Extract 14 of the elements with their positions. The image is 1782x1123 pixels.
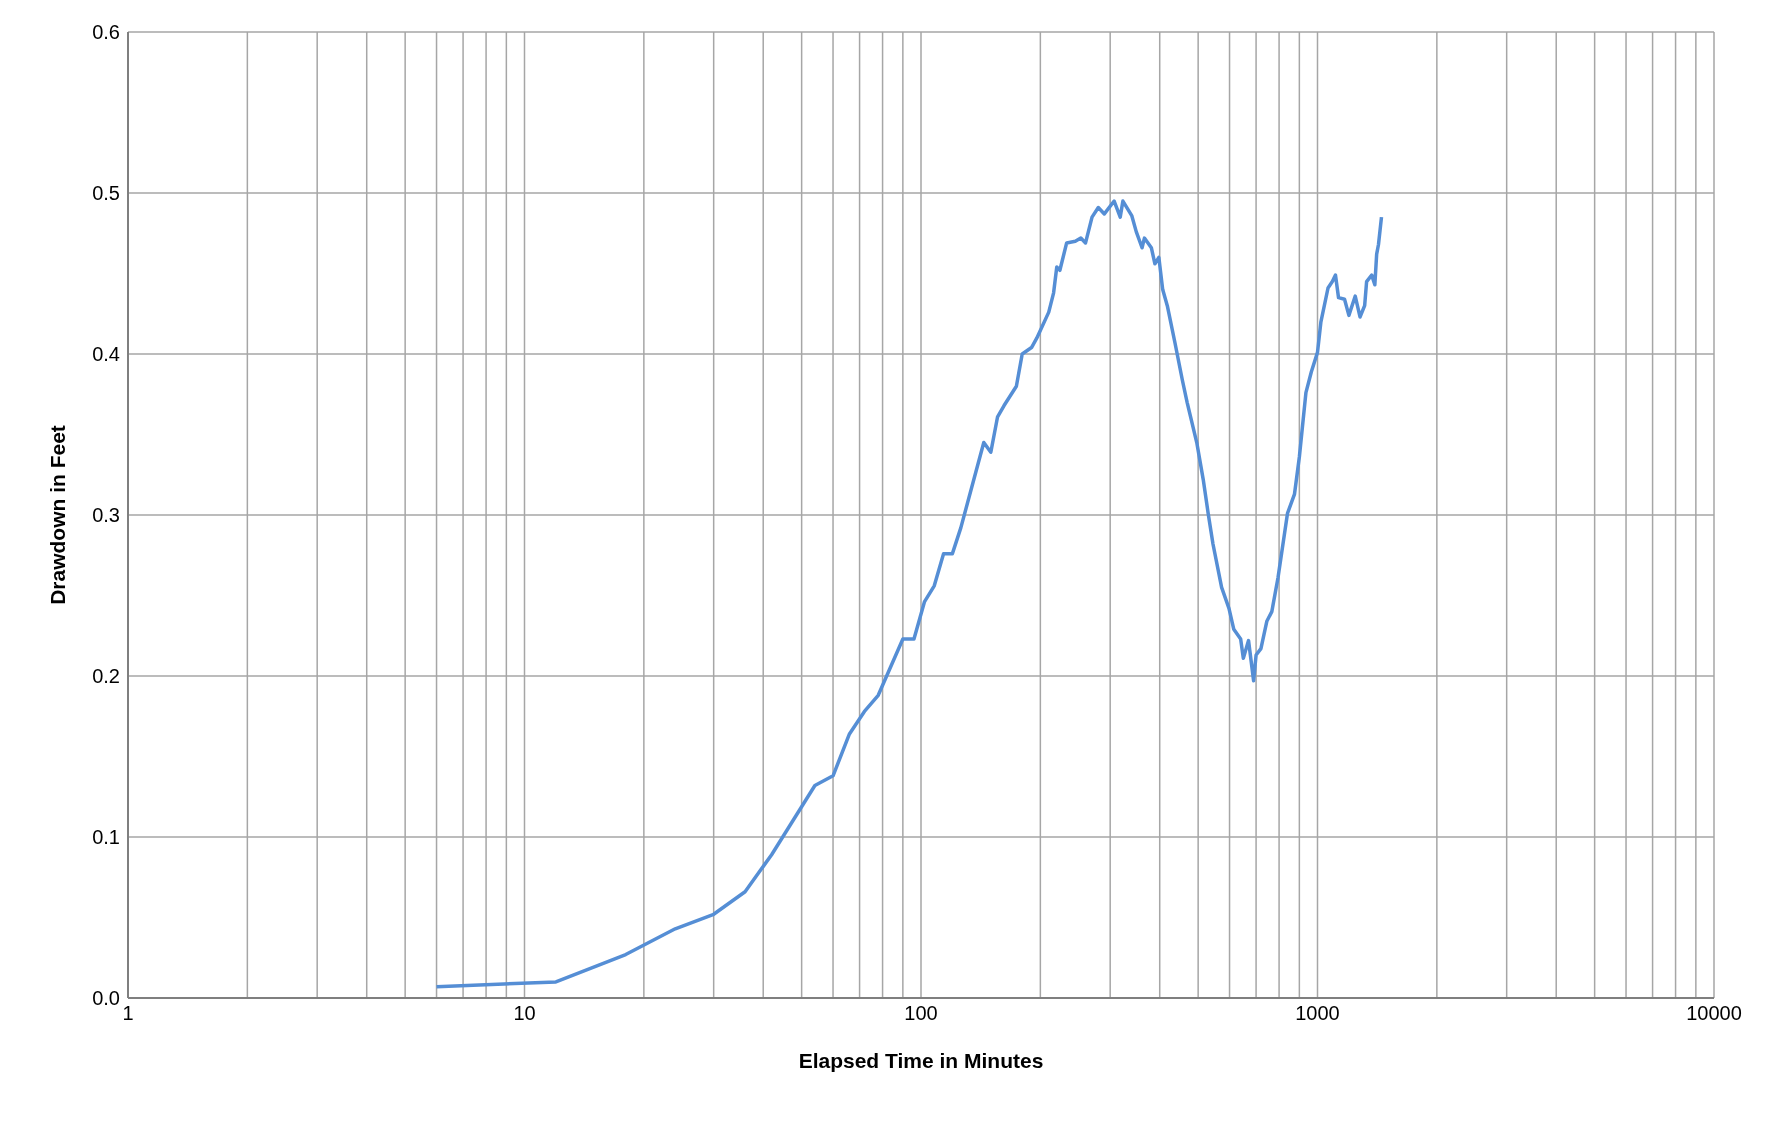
- y-tick-label: 0.0: [92, 987, 120, 1010]
- y-tick-label: 0.4: [92, 343, 120, 366]
- x-tick-label: 1000: [1295, 1002, 1340, 1025]
- y-tick-label: 0.5: [92, 182, 120, 205]
- y-tick-label: 0.1: [92, 826, 120, 849]
- x-tick-label: 10000: [1686, 1002, 1742, 1025]
- x-axis-title: Elapsed Time in Minutes: [798, 1049, 1044, 1072]
- y-tick-label: 0.6: [92, 21, 120, 44]
- x-tick-label: 1: [122, 1002, 134, 1025]
- y-axis-title: Drawdown in Feet: [46, 425, 70, 605]
- y-tick-label: 0.2: [92, 665, 120, 688]
- x-tick-label: 10: [513, 1002, 536, 1025]
- y-tick-label: 0.3: [92, 504, 120, 527]
- x-tick-label: 100: [904, 1002, 938, 1025]
